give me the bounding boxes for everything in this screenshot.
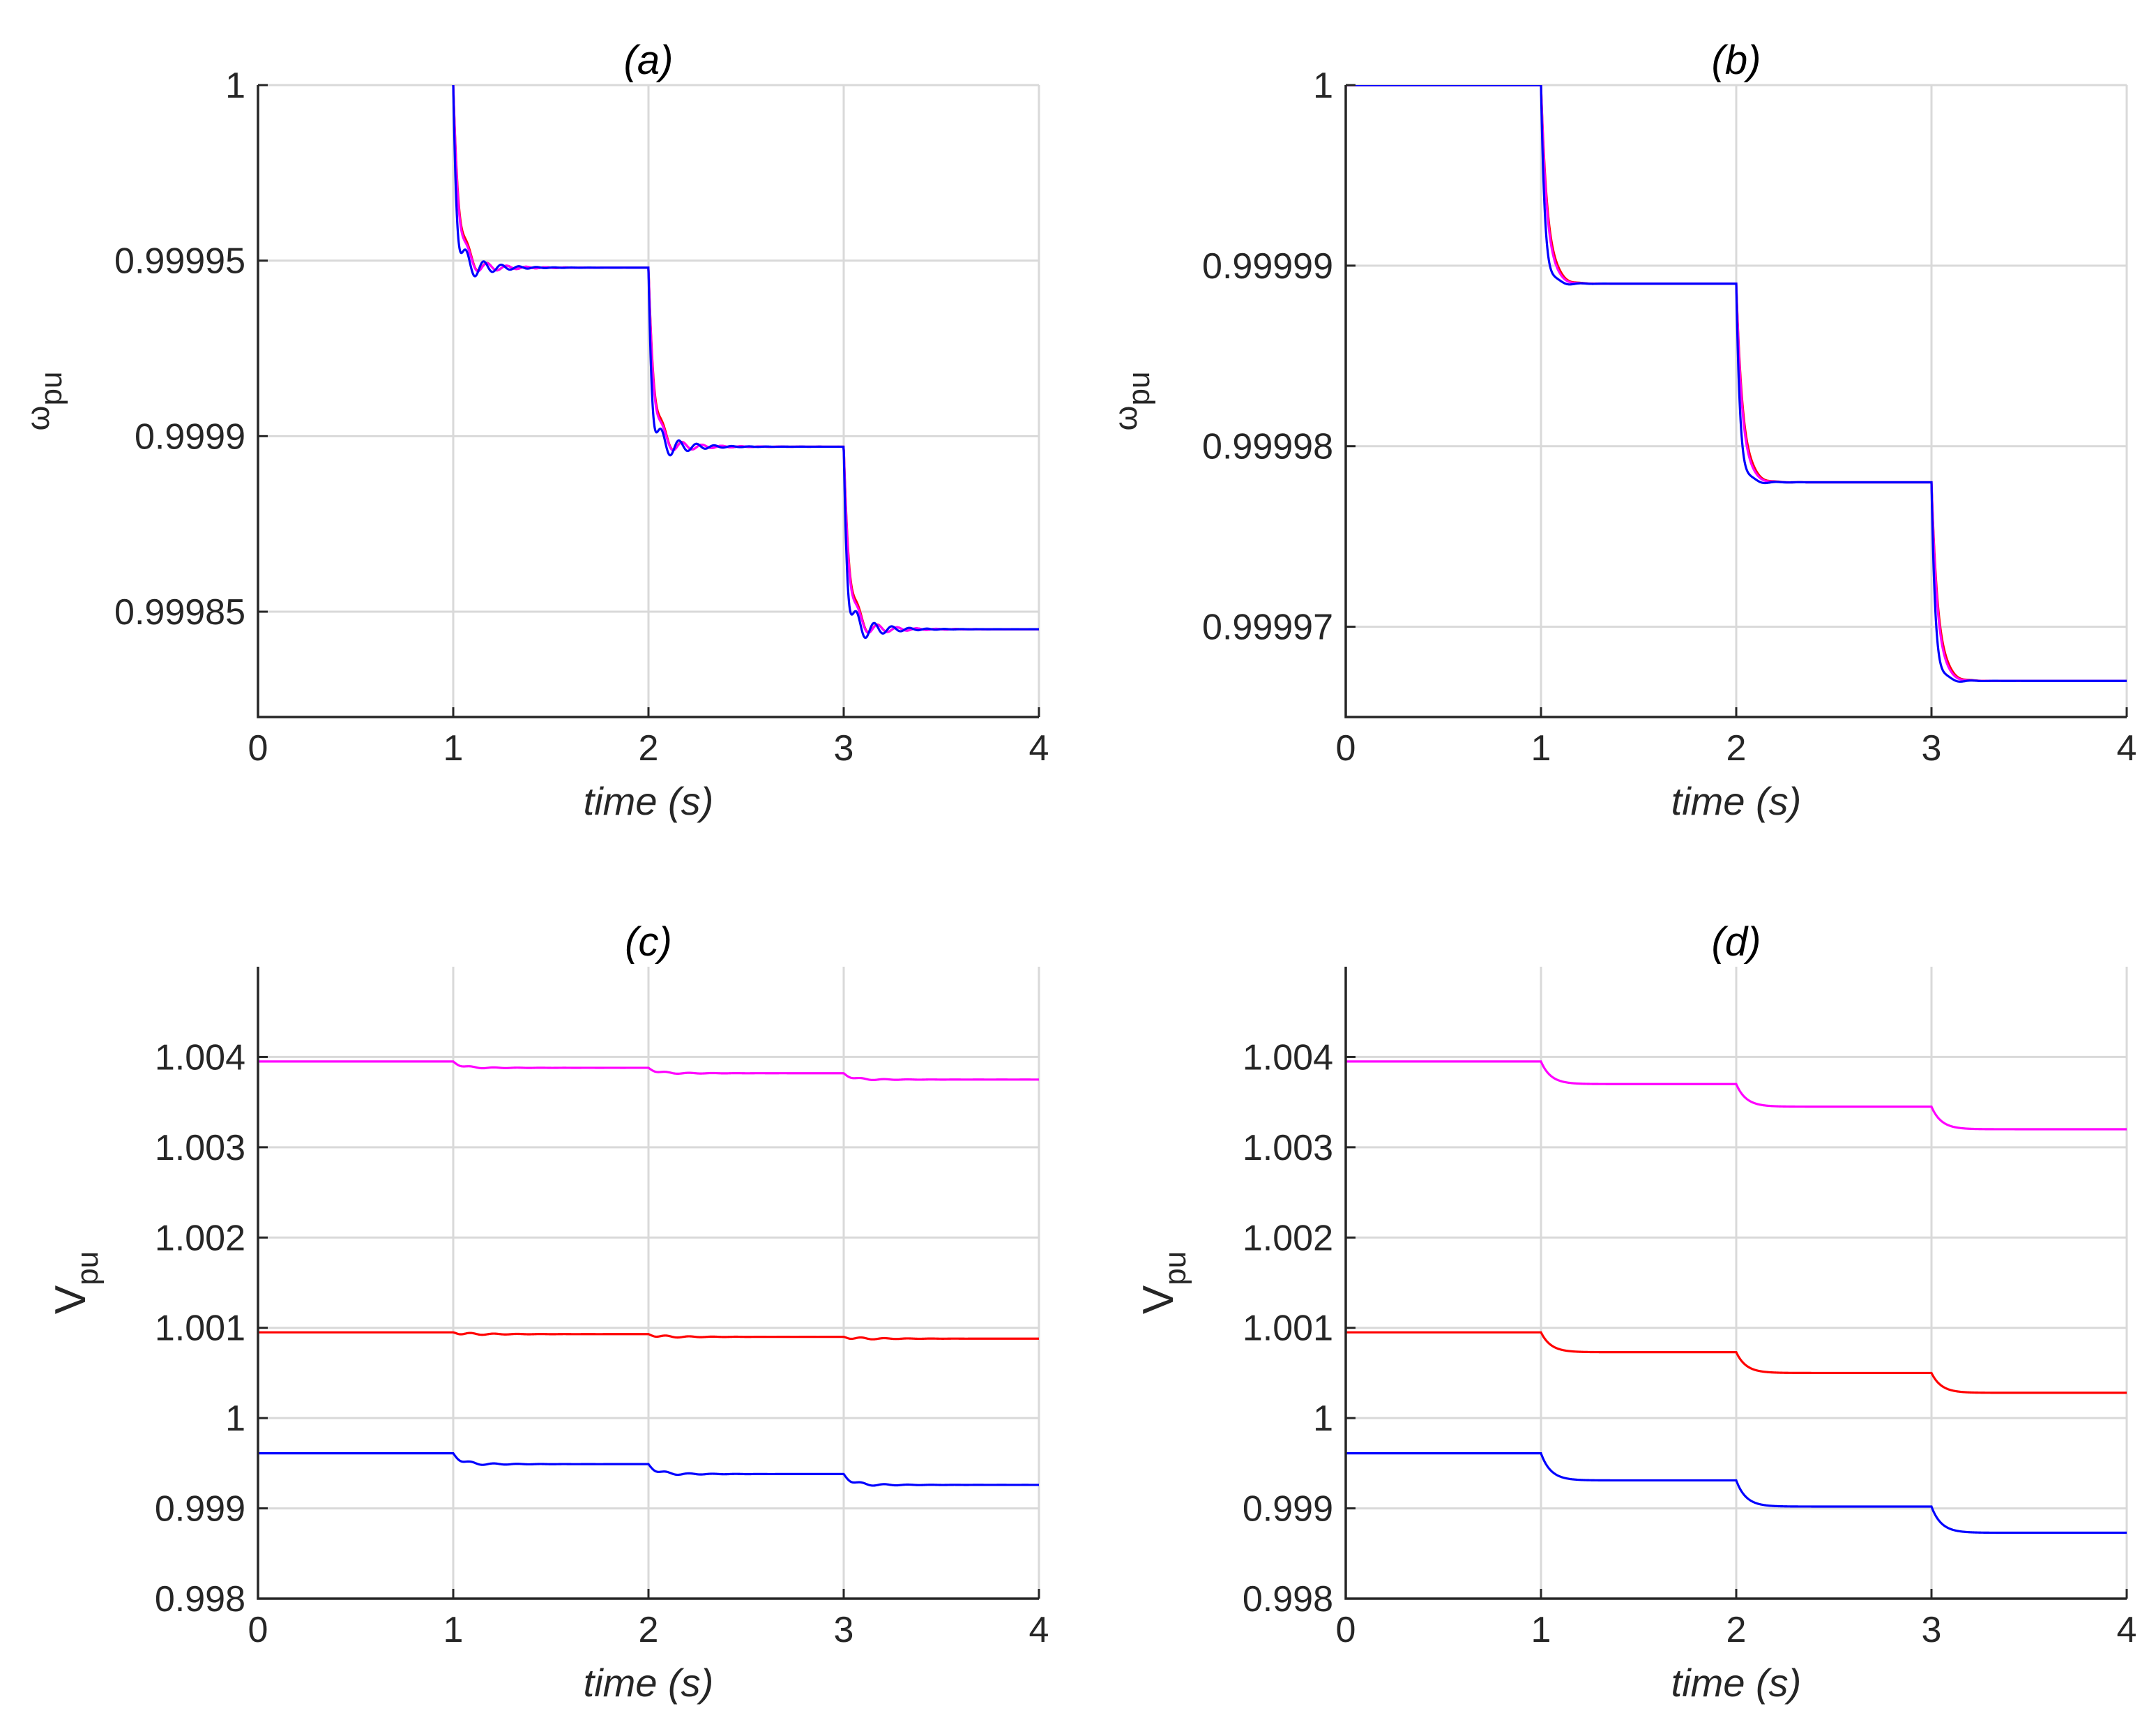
x-axis-title-b: time (s): [1671, 779, 1802, 823]
y-tick-label-a-1: 0.9999: [135, 416, 245, 457]
y-tick-label-b-2: 0.99999: [1202, 246, 1333, 287]
x-tick-label-b-4: 4: [2117, 728, 2137, 769]
y-tick-label-d-1: 0.999: [1243, 1489, 1333, 1530]
panel-c: 0 1 2 3 4 0.998 0.999 1 1.001 1.002 1.003 1.004 (c) t…: [47, 919, 1049, 1705]
y-axis-symbol-c: V: [47, 1285, 95, 1314]
y-tick-label-d-2: 1: [1313, 1398, 1333, 1439]
x-tick-label-c-1: 1: [443, 1610, 464, 1650]
series-line-d-red: [1346, 1331, 2127, 1394]
y-tick-label-a-3: 1: [225, 66, 245, 106]
x-tick-label-c-4: 4: [1029, 1610, 1049, 1650]
y-axis-subscript-a: pu: [34, 372, 68, 406]
series-line-a-magenta: [452, 85, 1039, 634]
panel-a: 0 1 2 3 4 0.99985 0.9999 0.99995 1 (a) time (s) ωpu: [20, 38, 1049, 823]
y-axis-subscript-c: pu: [70, 1251, 105, 1285]
y-tick-label-d-4: 1.002: [1243, 1218, 1333, 1258]
panel-b: 0 1 2 3 4 0.99997 0.99998 0.99999 1 (b) time (s) ωp…: [1107, 38, 2136, 823]
x-tick-label-a-2: 2: [639, 728, 659, 769]
series-line-d-blue: [1346, 1452, 2127, 1534]
panel-title-b: (b): [1712, 38, 1761, 83]
series-line-c-magenta: [258, 1060, 1039, 1082]
panel-title-c: (c): [625, 919, 672, 965]
x-tick-label-d-4: 4: [2117, 1610, 2137, 1650]
x-tick-label-a-1: 1: [443, 728, 464, 769]
y-axis-title-a: ωpu: [20, 372, 68, 431]
panel-d: 0 1 2 3 4 0.998 0.999 1 1.001 1.002 1.003 1.004 (d) t…: [1134, 919, 2136, 1705]
panel-title-a: (a): [624, 38, 674, 83]
y-axis-symbol-d: V: [1134, 1285, 1183, 1314]
y-tick-label-b-0: 0.99997: [1202, 608, 1333, 648]
y-axis-title-c: Vpu: [47, 1251, 105, 1314]
x-tick-label-a-4: 4: [1029, 728, 1049, 769]
x-tick-label-d-1: 1: [1531, 1610, 1551, 1650]
x-tick-label-b-1: 1: [1531, 728, 1551, 769]
series-line-a-blue: [452, 85, 1039, 640]
series-line-d-magenta: [1346, 1060, 2127, 1131]
x-tick-label-d-0: 0: [1336, 1610, 1356, 1650]
y-axis-subscript-b: pu: [1122, 372, 1156, 406]
x-tick-label-c-3: 3: [834, 1610, 854, 1650]
y-tick-label-c-1: 0.999: [155, 1489, 245, 1530]
y-tick-label-d-3: 1.001: [1243, 1308, 1333, 1349]
x-tick-label-a-3: 3: [834, 728, 854, 769]
y-tick-label-d-5: 1.003: [1243, 1128, 1333, 1168]
y-tick-label-c-0: 0.998: [155, 1579, 245, 1620]
y-tick-label-b-1: 0.99998: [1202, 427, 1333, 467]
y-tick-label-a-2: 0.99995: [114, 241, 245, 282]
y-tick-label-d-0: 0.998: [1243, 1579, 1333, 1620]
x-tick-label-b-2: 2: [1726, 728, 1747, 769]
panel-title-d: (d): [1712, 919, 1761, 965]
y-tick-label-c-3: 1.001: [155, 1308, 245, 1349]
x-tick-label-b-3: 3: [1922, 728, 1942, 769]
x-axis-title-a: time (s): [584, 779, 714, 823]
series-line-a-red: [452, 85, 1039, 634]
y-axis-symbol-a: ω: [20, 406, 56, 431]
x-tick-label-d-2: 2: [1726, 1610, 1747, 1650]
y-tick-label-b-3: 1: [1313, 66, 1333, 106]
y-tick-label-c-2: 1: [225, 1398, 245, 1439]
x-tick-label-c-0: 0: [248, 1610, 268, 1650]
y-tick-label-c-6: 1.004: [155, 1037, 245, 1078]
x-tick-label-b-0: 0: [1336, 728, 1356, 769]
series-line-b-blue: [1346, 85, 2127, 683]
x-tick-label-a-0: 0: [248, 728, 268, 769]
y-axis-title-d: Vpu: [1134, 1251, 1192, 1314]
y-tick-label-d-6: 1.004: [1243, 1037, 1333, 1078]
x-tick-label-c-2: 2: [639, 1610, 659, 1650]
series-line-c-blue: [258, 1452, 1039, 1487]
y-tick-label-c-4: 1.002: [155, 1218, 245, 1258]
series-line-c-red: [258, 1331, 1039, 1341]
x-axis-title-d: time (s): [1671, 1661, 1802, 1705]
y-tick-label-c-5: 1.003: [155, 1128, 245, 1168]
y-axis-title-b: ωpu: [1107, 372, 1156, 431]
x-tick-label-d-3: 3: [1922, 1610, 1942, 1650]
x-axis-title-c: time (s): [584, 1661, 714, 1705]
y-axis-subscript-d: pu: [1158, 1251, 1192, 1285]
y-axis-symbol-b: ω: [1107, 406, 1144, 431]
y-tick-label-a-0: 0.99985: [114, 592, 245, 633]
